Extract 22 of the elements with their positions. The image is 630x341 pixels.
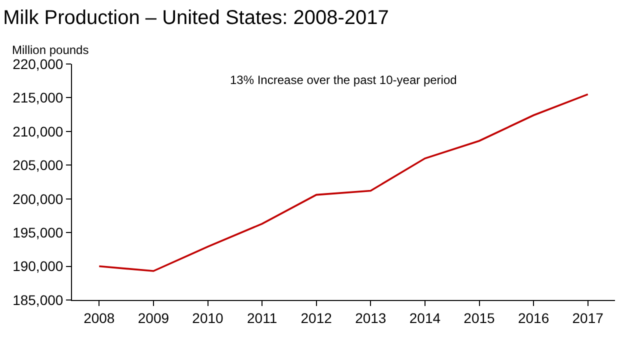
x-tick-label: 2016: [518, 310, 550, 326]
y-tick-label: 195,000: [12, 224, 64, 240]
x-tick-label: 2011: [246, 310, 278, 326]
x-tick-label: 2013: [355, 310, 386, 326]
y-tick-label: 185,000: [12, 292, 64, 308]
x-tick-label: 2010: [192, 310, 224, 326]
line-series: [98, 93, 589, 272]
x-tick-label: 2012: [300, 310, 332, 326]
y-tick-label: 190,000: [12, 258, 64, 274]
x-tick-label: 2017: [572, 310, 604, 326]
x-tick-label: 2008: [84, 310, 115, 326]
y-tick-label: 200,000: [12, 190, 64, 207]
y-tick-label: 205,000: [12, 157, 64, 174]
y-tick-label: 215,000: [12, 90, 64, 106]
x-tick-label: 2009: [138, 310, 170, 326]
y-axis-title: Million pounds: [12, 43, 89, 57]
x-tick-label: 2015: [464, 310, 496, 326]
x-tick-label: 2014: [409, 310, 441, 326]
chart-title: Milk Production – United States: 2008-2017: [3, 7, 389, 30]
annotation: 13% Increase over the past 10-year period: [230, 73, 457, 87]
y-tick-label: 210,000: [12, 123, 64, 140]
y-tick-label: 220,000: [12, 56, 64, 72]
